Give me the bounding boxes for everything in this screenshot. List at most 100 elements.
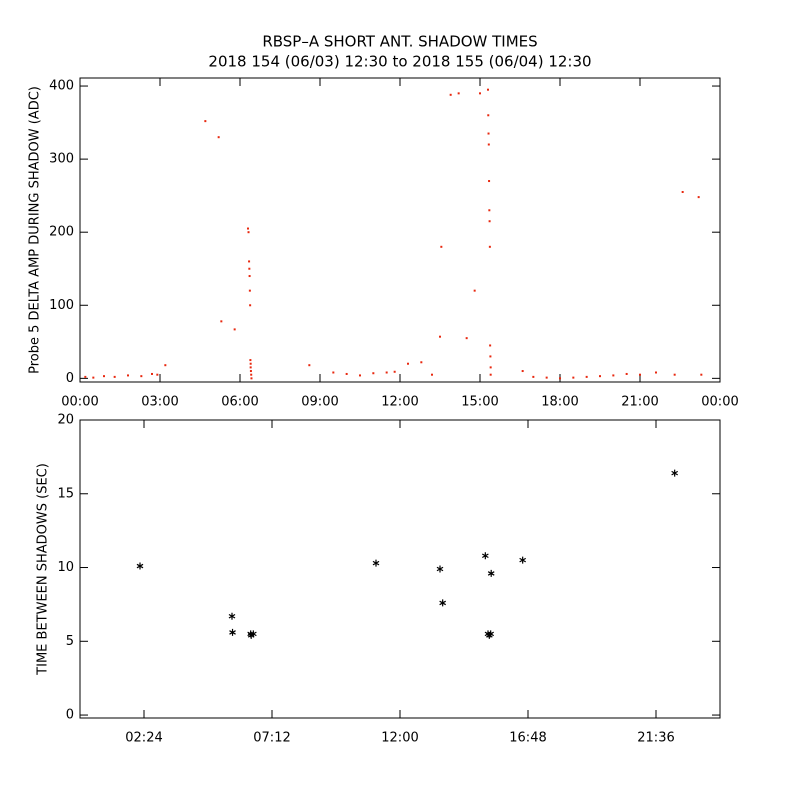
point xyxy=(487,569,495,577)
point xyxy=(612,374,615,377)
point xyxy=(164,364,167,367)
x-tick-label: 02:24 xyxy=(125,731,162,746)
point xyxy=(156,373,159,376)
point xyxy=(700,373,703,376)
x-tick-label: 12:00 xyxy=(381,395,418,410)
point xyxy=(487,114,490,117)
point xyxy=(250,373,253,376)
point xyxy=(465,337,468,340)
point xyxy=(308,364,311,367)
point xyxy=(248,267,251,270)
point xyxy=(487,630,495,638)
point xyxy=(229,628,236,636)
x-tick-label: 00:00 xyxy=(61,395,98,410)
point xyxy=(489,355,492,358)
y-tick-label: 10 xyxy=(57,560,74,575)
point xyxy=(639,373,641,376)
plot-frame xyxy=(79,77,721,383)
point xyxy=(103,375,105,378)
x-tick-label: 18:00 xyxy=(541,395,578,410)
point xyxy=(487,143,490,146)
point xyxy=(113,375,116,378)
point xyxy=(248,260,251,263)
point xyxy=(545,376,548,379)
chart-subtitle: 2018 154 (06/03) 12:30 to 2018 155 (06/0… xyxy=(208,53,591,71)
x-tick-label: 15:00 xyxy=(461,395,498,410)
point xyxy=(436,565,444,573)
y-axis-label: TIME BETWEEN SHADOWS (SEC) xyxy=(36,463,51,676)
point xyxy=(519,556,527,564)
point xyxy=(249,362,252,365)
point xyxy=(431,373,433,376)
point xyxy=(489,344,492,347)
y-tick-label: 100 xyxy=(49,298,74,313)
point xyxy=(420,361,423,364)
x-tick-label: 12:00 xyxy=(381,731,418,746)
point xyxy=(249,630,257,638)
x-tick-label: 03:00 xyxy=(141,395,178,410)
point xyxy=(247,227,249,230)
point xyxy=(449,93,452,96)
point xyxy=(697,196,700,199)
point xyxy=(625,372,628,375)
point xyxy=(521,370,524,373)
point xyxy=(585,375,588,378)
y-axis-label: Probe 5 DELTA AMP DURING SHADOW (ADC) xyxy=(28,86,43,374)
y-tick-label: 5 xyxy=(66,634,74,649)
point xyxy=(247,231,250,234)
point xyxy=(249,366,252,369)
y-tick-label: 15 xyxy=(57,486,74,501)
point xyxy=(681,191,684,193)
point xyxy=(92,376,95,379)
point xyxy=(457,92,460,95)
x-tick-label: 09:00 xyxy=(301,395,338,410)
point xyxy=(439,599,447,607)
x-tick-label: 21:00 xyxy=(621,395,658,410)
point xyxy=(136,562,144,570)
y-tick-label: 300 xyxy=(49,152,74,167)
plot-frame xyxy=(79,419,721,719)
point xyxy=(249,304,252,307)
point xyxy=(250,377,253,380)
point xyxy=(489,366,492,369)
point xyxy=(248,289,251,292)
point xyxy=(217,136,220,139)
point xyxy=(372,559,380,567)
point xyxy=(488,245,491,248)
point xyxy=(487,132,490,135)
x-tick-label: 21:36 xyxy=(637,731,674,746)
y-tick-label: 0 xyxy=(66,371,74,386)
y-tick-label: 0 xyxy=(66,708,74,723)
point xyxy=(372,372,375,375)
point xyxy=(440,245,443,248)
point xyxy=(151,372,153,375)
y-tick-label: 400 xyxy=(49,79,74,94)
point xyxy=(487,88,489,91)
point xyxy=(488,220,491,223)
point xyxy=(671,469,679,477)
point xyxy=(572,376,575,379)
chart-title: RBSP–A SHORT ANT. SHADOW TIMES xyxy=(262,33,537,51)
y-tick-label: 200 xyxy=(49,225,74,240)
point xyxy=(393,370,396,373)
point xyxy=(473,289,476,292)
point xyxy=(249,370,252,373)
point xyxy=(233,328,236,331)
point xyxy=(220,320,223,323)
point xyxy=(332,371,335,374)
point xyxy=(673,373,676,376)
point xyxy=(127,374,129,377)
point xyxy=(204,120,207,123)
x-tick-label: 06:00 xyxy=(221,395,258,410)
point xyxy=(140,375,143,378)
y-tick-label: 20 xyxy=(57,413,74,428)
x-tick-label: 00:00 xyxy=(701,395,738,410)
point xyxy=(407,362,409,365)
point xyxy=(655,371,657,374)
point xyxy=(439,335,441,338)
point xyxy=(489,373,492,376)
point xyxy=(488,180,491,183)
point xyxy=(479,92,481,95)
point xyxy=(228,612,236,620)
point xyxy=(599,375,601,378)
